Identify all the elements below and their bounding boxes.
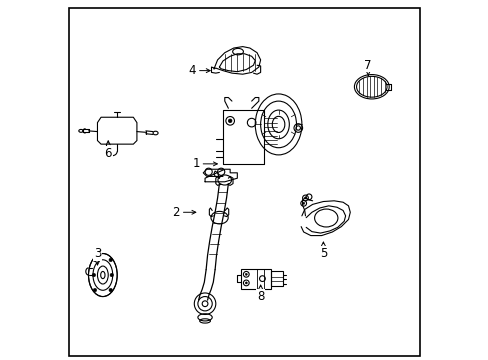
Text: 5: 5 bbox=[319, 242, 326, 260]
Circle shape bbox=[244, 273, 247, 275]
Text: 3: 3 bbox=[94, 247, 101, 265]
Text: 6: 6 bbox=[104, 141, 112, 159]
Circle shape bbox=[228, 119, 231, 123]
Bar bbox=[241, 269, 271, 289]
Circle shape bbox=[304, 197, 306, 199]
Text: 8: 8 bbox=[256, 285, 264, 303]
Circle shape bbox=[93, 258, 97, 262]
Text: 7: 7 bbox=[364, 59, 371, 75]
Circle shape bbox=[302, 202, 304, 204]
Circle shape bbox=[109, 258, 112, 262]
Circle shape bbox=[109, 288, 112, 292]
Bar bbox=[271, 271, 282, 286]
Circle shape bbox=[93, 288, 97, 292]
Text: 2: 2 bbox=[172, 206, 195, 219]
Text: 4: 4 bbox=[188, 64, 210, 77]
Circle shape bbox=[110, 273, 113, 277]
Circle shape bbox=[92, 273, 96, 277]
Circle shape bbox=[244, 282, 247, 284]
Text: 1: 1 bbox=[192, 157, 217, 170]
